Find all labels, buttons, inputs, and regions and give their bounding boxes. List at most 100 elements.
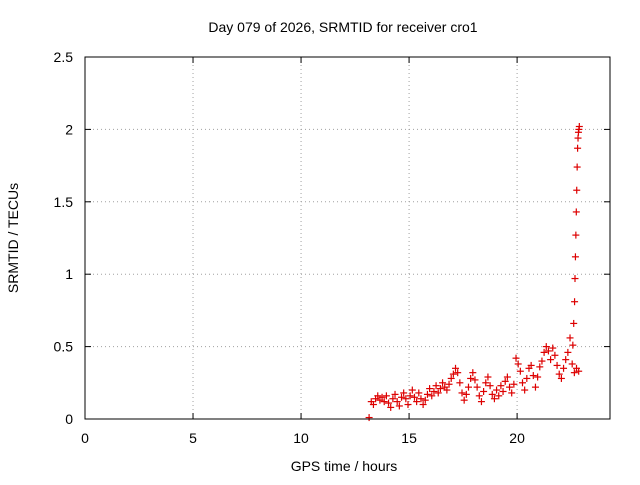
data-point	[497, 382, 505, 390]
data-point	[536, 363, 544, 371]
y-axis-label: SRMTID / TECUs	[5, 183, 21, 293]
data-point	[480, 387, 488, 395]
data-point	[549, 344, 557, 352]
data-point	[531, 383, 539, 391]
data-point	[493, 386, 501, 394]
data-point	[519, 379, 526, 387]
x-tick-label: 10	[293, 430, 309, 446]
data-point	[369, 401, 377, 409]
data-point	[428, 392, 436, 400]
data-point	[562, 356, 570, 364]
data-point	[443, 386, 451, 394]
data-point	[393, 398, 401, 406]
data-point	[573, 186, 581, 194]
data-point	[488, 390, 496, 398]
data-point	[569, 341, 577, 349]
data-point	[527, 361, 535, 369]
data-point	[400, 389, 408, 397]
data-point	[571, 253, 579, 261]
data-point	[534, 373, 542, 381]
x-tick-label: 15	[401, 430, 417, 446]
data-point	[523, 374, 531, 382]
y-tick-label: 0	[65, 411, 73, 427]
data-point	[456, 379, 464, 387]
data-point	[464, 383, 472, 391]
data-point	[426, 385, 434, 393]
data-point	[454, 369, 462, 377]
data-point	[560, 364, 568, 372]
data-point	[571, 298, 579, 306]
plot-frame	[84, 56, 611, 420]
data-point	[529, 372, 537, 380]
data-point	[434, 389, 442, 397]
data-point	[573, 163, 581, 171]
data-point	[572, 208, 580, 216]
data-point	[419, 401, 427, 409]
data-point	[447, 374, 455, 382]
data-point	[402, 395, 410, 403]
data-point	[462, 390, 470, 398]
data-point	[389, 395, 397, 403]
chart-title: Day 079 of 2026, SRMTID for receiver cro…	[208, 19, 477, 35]
data-point	[477, 398, 485, 406]
data-point	[382, 392, 390, 400]
data-point	[482, 379, 490, 387]
data-point	[510, 380, 518, 388]
data-point	[568, 360, 576, 368]
data-point	[564, 348, 572, 356]
data-point	[574, 144, 582, 152]
data-points-layer	[365, 123, 583, 422]
data-point	[572, 231, 580, 239]
data-point	[566, 334, 574, 342]
data-point	[398, 393, 406, 401]
data-point	[380, 398, 388, 406]
data-point	[430, 387, 438, 395]
data-point	[473, 383, 481, 391]
data-point	[452, 364, 460, 372]
data-point	[432, 382, 440, 390]
y-tick-label: 0.5	[54, 339, 74, 355]
y-tick-label: 2.5	[54, 49, 74, 65]
y-tick-label: 1	[65, 266, 73, 282]
data-point	[575, 123, 583, 131]
data-point	[499, 387, 507, 395]
data-point	[553, 361, 561, 369]
data-point	[521, 386, 529, 394]
data-point	[374, 392, 382, 400]
data-point	[445, 380, 453, 388]
data-point	[512, 354, 520, 362]
y-tick-label: 2	[65, 121, 73, 137]
data-point	[421, 396, 429, 404]
data-point	[449, 370, 457, 378]
data-point	[570, 319, 578, 327]
data-point	[413, 398, 421, 406]
data-point	[551, 351, 559, 359]
data-point	[387, 403, 395, 411]
data-point	[458, 389, 466, 397]
data-point	[378, 393, 386, 401]
data-point	[365, 414, 373, 422]
x-tick-label: 5	[189, 430, 197, 446]
x-tick-label: 0	[81, 430, 89, 446]
data-point	[469, 369, 477, 377]
data-point	[495, 392, 503, 400]
data-point	[538, 357, 546, 365]
data-point	[544, 347, 552, 355]
x-tick-label: 20	[509, 430, 525, 446]
data-point	[484, 373, 492, 381]
data-point	[514, 360, 522, 368]
data-point	[571, 275, 579, 283]
data-point	[547, 356, 555, 364]
ticks-layer: 0 5 10 15 20 0 0.5 1 1.5 2 2.5	[54, 49, 610, 446]
data-point	[503, 373, 511, 381]
data-point	[506, 383, 514, 391]
data-point	[501, 377, 509, 385]
data-point	[410, 393, 418, 401]
data-point	[460, 396, 468, 404]
data-point	[557, 374, 565, 382]
data-point	[406, 392, 414, 400]
data-point	[404, 401, 412, 409]
data-point	[423, 390, 431, 398]
